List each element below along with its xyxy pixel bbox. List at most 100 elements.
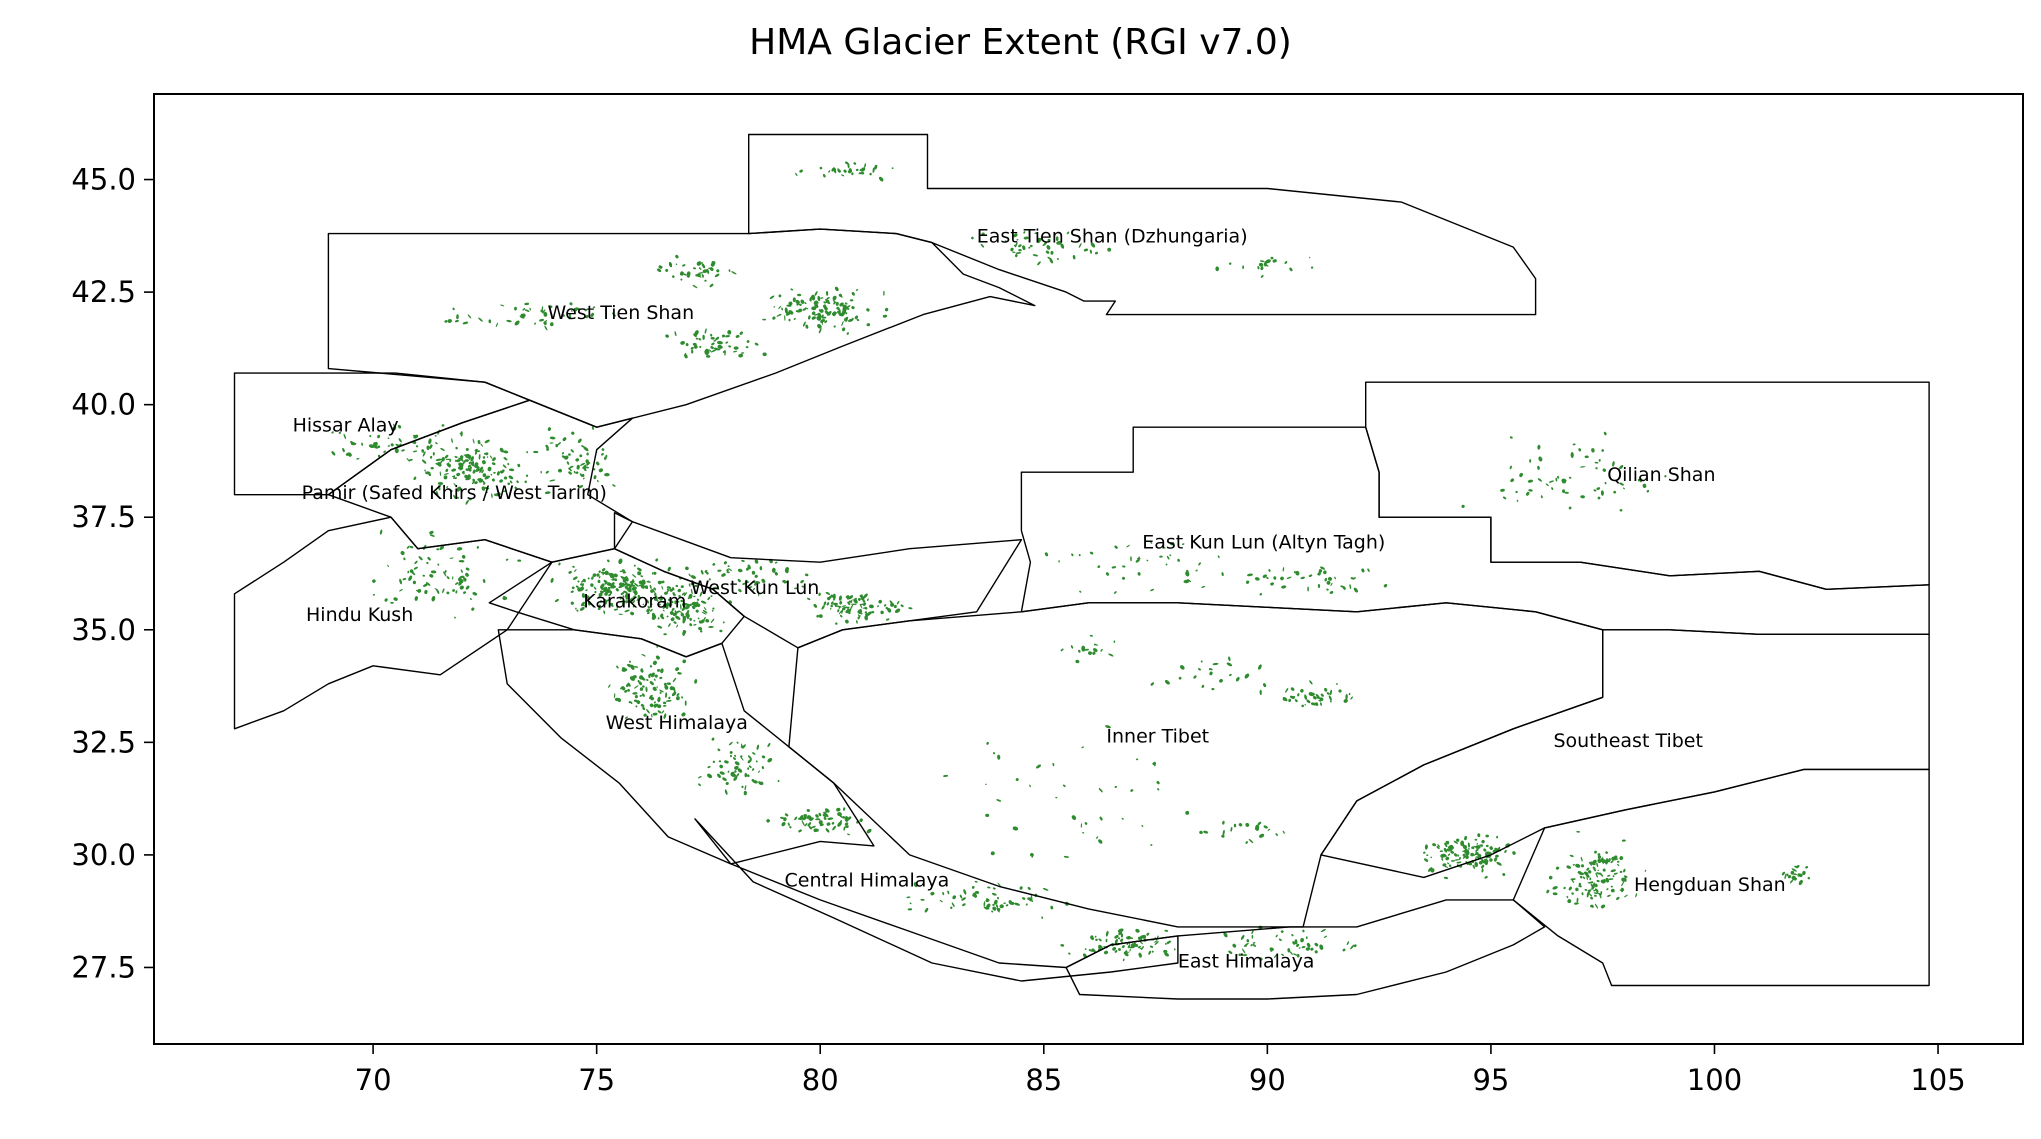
- glacier-patch: [986, 741, 989, 745]
- glacier-patch: [818, 328, 822, 334]
- glacier-patch: [1787, 875, 1792, 879]
- glacier-patch: [1597, 853, 1601, 856]
- glacier-patch: [704, 349, 709, 356]
- glacier-patch: [997, 754, 1001, 760]
- glacier-patch: [398, 438, 402, 443]
- glacier-patch: [668, 261, 673, 268]
- glacier-patch: [1613, 490, 1617, 494]
- glacier-patch: [1470, 852, 1474, 857]
- glacier-patch: [570, 449, 574, 453]
- glacier-patch: [1173, 948, 1176, 951]
- glacier-patch: [1018, 248, 1022, 252]
- glacier-patch: [889, 600, 894, 605]
- glacier-patch: [579, 454, 583, 458]
- glacier-patch: [594, 591, 597, 594]
- glacier-patch: [781, 307, 783, 311]
- glacier-patch: [1525, 491, 1530, 496]
- glacier-patch: [1122, 958, 1125, 962]
- glacier-patch: [502, 596, 508, 601]
- glacier-patch: [1605, 851, 1608, 854]
- glacier-patch: [832, 299, 837, 304]
- glacier-patch: [804, 823, 808, 827]
- glacier-patch: [885, 618, 890, 621]
- glacier-patch: [974, 890, 979, 894]
- glacier-patch: [1664, 475, 1667, 478]
- glacier-patch: [616, 665, 619, 669]
- glacier-patch: [794, 816, 798, 821]
- glacier-patch: [1540, 495, 1543, 499]
- glacier-patch: [709, 349, 712, 353]
- glacier-patch: [1282, 830, 1285, 834]
- glacier-patch: [1130, 789, 1134, 792]
- glacier-patch: [735, 334, 740, 338]
- glacier-patch: [718, 760, 722, 763]
- glacier-patch: [1484, 875, 1488, 879]
- glacier-patch: [1309, 256, 1311, 259]
- glacier-patch: [1571, 879, 1575, 883]
- glacier-patch: [1201, 684, 1205, 688]
- glacier-patch: [465, 459, 469, 462]
- glacier-patch: [1516, 499, 1519, 502]
- glacier-patch: [746, 340, 750, 343]
- glacier-patch: [331, 431, 334, 434]
- glacier-patch: [1320, 928, 1327, 933]
- glacier-patch: [848, 600, 853, 603]
- glacier-patch: [807, 597, 811, 601]
- glacier-patch: [831, 601, 834, 605]
- glacier-patch: [1616, 860, 1620, 863]
- glacier-patch: [582, 464, 587, 469]
- glacier-patch: [544, 491, 551, 495]
- glacier-patch: [774, 561, 778, 564]
- glacier-patch: [823, 306, 828, 311]
- glacier-patch: [739, 331, 743, 335]
- glacier-patch: [1319, 944, 1324, 950]
- glacier-patch: [829, 607, 832, 610]
- glacier-patch: [1556, 866, 1560, 869]
- glacier-patch: [1232, 943, 1237, 948]
- glacier-patch: [524, 309, 530, 312]
- glacier-patch: [343, 433, 347, 440]
- glacier-patch: [864, 163, 867, 168]
- glacier-patch: [653, 571, 657, 575]
- region-label: Hindu Kush: [306, 604, 413, 626]
- glacier-patch: [850, 599, 853, 602]
- glacier-patch: [1146, 932, 1150, 936]
- glacier-patch: [980, 243, 985, 248]
- glacier-patch: [482, 456, 486, 459]
- glacier-patch: [1606, 888, 1609, 891]
- glacier-patch: [575, 471, 579, 474]
- glacier-patch: [570, 601, 574, 605]
- glacier-patch: [1489, 846, 1493, 850]
- glacier-patch: [787, 822, 790, 827]
- glacier-patch: [546, 447, 549, 451]
- glacier-patch: [647, 605, 651, 609]
- glacier-patch: [674, 610, 681, 614]
- glacier-patch: [767, 757, 773, 763]
- glacier-patch: [846, 332, 849, 335]
- glacier-patch: [1456, 861, 1462, 864]
- glacier-patch: [1320, 566, 1325, 570]
- glacier-patch: [665, 334, 669, 338]
- glacier-patch: [487, 466, 492, 472]
- glacier-patch: [830, 604, 833, 608]
- glacier-patch: [1616, 896, 1620, 901]
- glacier-patch: [1343, 698, 1348, 703]
- glacier-patch: [591, 576, 594, 580]
- glacier-patch: [856, 620, 858, 624]
- glacier-patch: [669, 686, 674, 691]
- glacier-patch: [1622, 487, 1625, 490]
- glacier-patch: [799, 169, 803, 173]
- glacier-patch: [453, 475, 455, 480]
- glacier-patch: [1025, 903, 1028, 906]
- glacier-patch: [1289, 267, 1293, 272]
- glacier-patch: [682, 659, 687, 664]
- glacier-patch: [1215, 266, 1220, 272]
- glacier-patch: [1230, 827, 1233, 832]
- glacier-patch: [1608, 878, 1614, 880]
- glacier-patch: [489, 455, 493, 459]
- glacier-patch: [662, 609, 665, 612]
- glacier-patch: [832, 312, 836, 317]
- glacier-patch: [1426, 854, 1429, 857]
- glacier-patch: [792, 297, 796, 303]
- glacier-patch: [702, 609, 708, 614]
